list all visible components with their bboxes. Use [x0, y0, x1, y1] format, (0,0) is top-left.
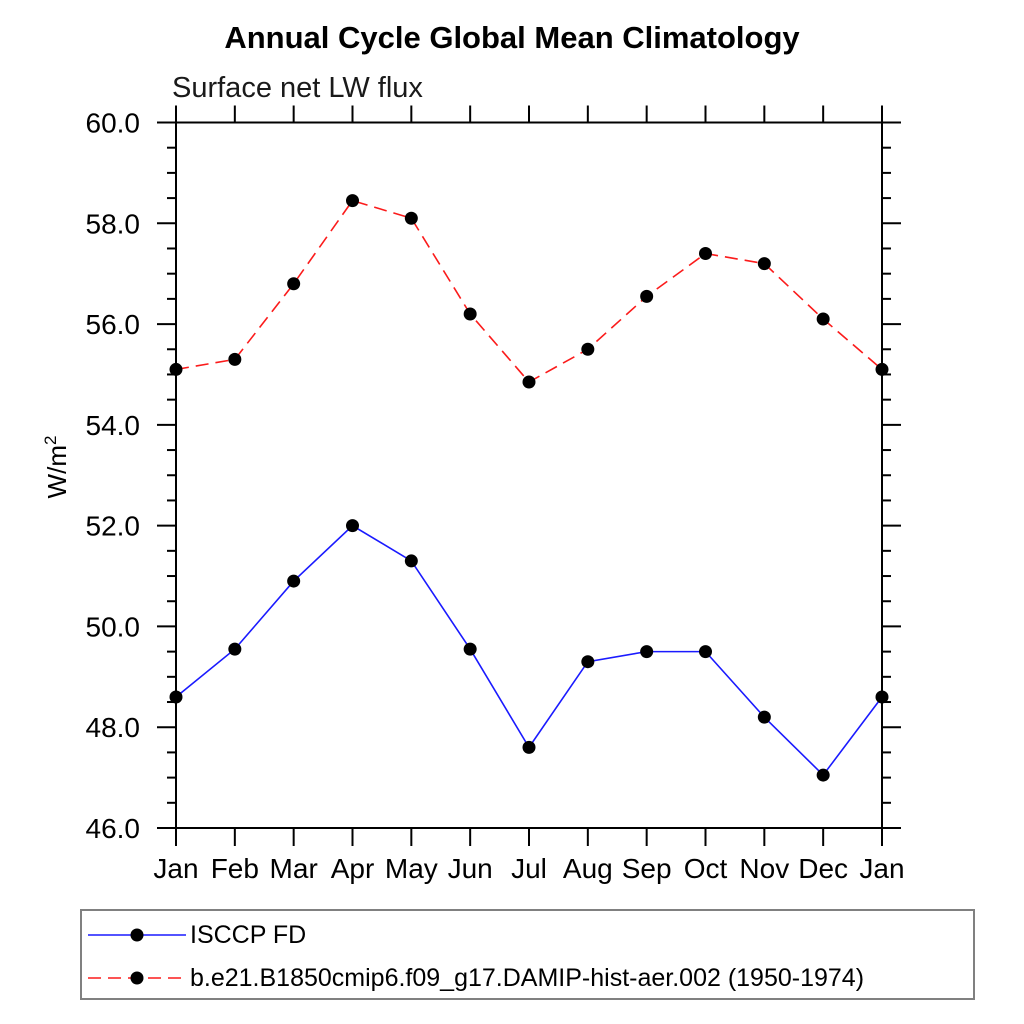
data-point-marker	[699, 247, 712, 261]
series-line-1	[175, 199, 883, 384]
data-point-marker	[169, 690, 183, 704]
x-axis-tick-label: Nov	[739, 853, 789, 884]
data-point-marker	[816, 312, 830, 326]
x-axis-tick-label: Jan	[859, 853, 904, 884]
y-axis-title-exponent: 2	[41, 435, 61, 446]
y-axis-title-base: W/m	[41, 445, 72, 499]
plot-frame	[175, 121, 883, 829]
data-point-marker	[404, 554, 418, 568]
data-point-marker	[816, 768, 830, 782]
data-point-marker	[757, 710, 771, 724]
x-axis-tick-label: Oct	[684, 853, 728, 884]
data-point-marker	[875, 690, 889, 704]
data-point-marker	[346, 519, 359, 533]
data-point-marker	[287, 574, 301, 588]
data-point-marker	[228, 352, 242, 366]
data-point-marker	[346, 194, 359, 208]
legend-sample-marker	[130, 971, 144, 985]
data-point-marker	[463, 307, 477, 321]
legend-label-model: b.e21.B1850cmip6.f09_g17.DAMIP-hist-aer.…	[190, 963, 865, 992]
data-point-marker	[228, 642, 242, 656]
x-axis-tick-label: Dec	[798, 853, 848, 884]
y-axis-tick-label: 56.0	[86, 309, 141, 340]
data-point-marker	[640, 289, 654, 303]
chart-title: Annual Cycle Global Mean Climatology	[224, 20, 800, 55]
y-axis-tick-label: 50.0	[86, 611, 141, 642]
data-point-marker	[581, 655, 595, 669]
y-axis-tick-label: 46.0	[86, 813, 141, 844]
x-axis-tick-label: Jun	[448, 853, 493, 884]
x-axis-tick-label: Feb	[211, 853, 259, 884]
legend-line-sample-solid-icon	[88, 928, 186, 942]
x-axis-tick-label: Sep	[622, 853, 672, 884]
data-point-marker	[875, 362, 889, 376]
data-point-marker	[699, 645, 712, 659]
y-axis-tick-label: 60.0	[86, 108, 141, 139]
chart-subtitle: Surface net LW flux	[172, 72, 423, 104]
data-point-marker	[640, 645, 654, 659]
data-point-marker	[404, 211, 418, 225]
x-axis-tick-label: May	[385, 853, 438, 884]
legend-sample-marker	[130, 928, 144, 942]
legend-entry-isccp: ISCCP FD	[86, 918, 306, 952]
legend-label-isccp: ISCCP FD	[190, 920, 307, 949]
y-axis-tick-label: 52.0	[86, 511, 141, 542]
data-point-marker	[287, 277, 301, 291]
data-point-marker	[169, 362, 183, 376]
data-point-marker	[463, 642, 477, 656]
data-point-marker	[522, 740, 536, 754]
x-axis-tick-label: Mar	[270, 853, 318, 884]
y-axis-title: W/m2	[41, 436, 73, 499]
legend-line-sample-dashed-icon	[88, 971, 186, 985]
x-axis-tick-label: Jan	[153, 853, 198, 884]
y-axis-tick-label: 48.0	[86, 712, 141, 743]
y-axis-tick-label: 58.0	[86, 208, 141, 239]
data-point-marker	[581, 342, 595, 356]
data-point-marker	[522, 375, 536, 389]
y-axis-tick-label: 54.0	[86, 410, 141, 441]
x-axis-tick-label: Aug	[563, 853, 613, 884]
legend-box: ISCCP FD b.e21.B1850cmip6.f09_g17.DAMIP-…	[80, 909, 975, 1000]
series-line-0	[175, 524, 883, 777]
x-axis-tick-label: Jul	[511, 853, 547, 884]
legend-entry-model: b.e21.B1850cmip6.f09_g17.DAMIP-hist-aer.…	[86, 961, 864, 995]
data-point-marker	[757, 257, 771, 271]
x-axis-tick-label: Apr	[331, 853, 375, 884]
